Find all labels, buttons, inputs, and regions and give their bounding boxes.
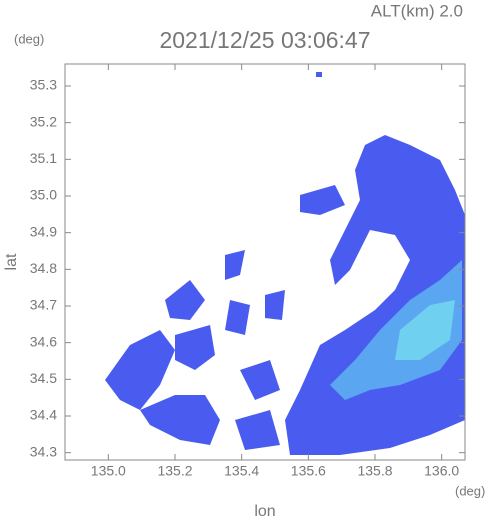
y-tick-label: 35.2 bbox=[30, 113, 57, 129]
x-tick-label: 135.0 bbox=[91, 463, 126, 479]
y-tick-label: 35.3 bbox=[30, 77, 57, 93]
chart-title: 2021/12/25 03:06:47 bbox=[159, 27, 370, 53]
x-tick-label: 135.2 bbox=[157, 463, 192, 479]
y-tick-label: 34.4 bbox=[30, 407, 57, 423]
y-tick-label: 34.5 bbox=[30, 370, 57, 386]
y-tick-label: 34.3 bbox=[30, 443, 57, 459]
x-axis-label: lon bbox=[254, 503, 275, 520]
x-tick-label: 135.4 bbox=[224, 463, 259, 479]
y-tick-label: 34.9 bbox=[30, 223, 57, 239]
x-tick-label: 136.0 bbox=[424, 463, 459, 479]
plot-frame bbox=[64, 63, 466, 461]
y-unit: (deg) bbox=[14, 31, 44, 46]
x-tick-label: 135.8 bbox=[357, 463, 392, 479]
y-tick-label: 35.0 bbox=[30, 187, 57, 203]
x-unit: (deg) bbox=[455, 483, 485, 498]
y-axis-label: lat bbox=[3, 253, 20, 270]
annotation: ALT(km) 2.0 bbox=[371, 1, 463, 20]
y-tick-label: 34.7 bbox=[30, 297, 57, 313]
y-tick-label: 34.6 bbox=[30, 333, 57, 349]
y-tick-label: 34.8 bbox=[30, 260, 57, 276]
y-tick-label: 35.1 bbox=[30, 150, 57, 166]
x-tick-label: 135.6 bbox=[291, 463, 326, 479]
radar-echo bbox=[105, 72, 465, 455]
